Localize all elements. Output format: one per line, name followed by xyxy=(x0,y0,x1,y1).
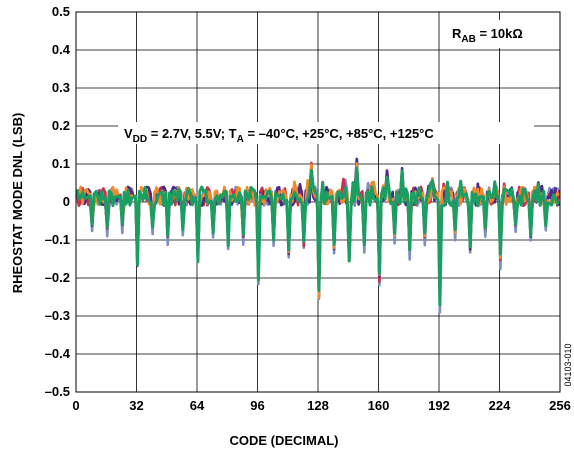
cond-v: V xyxy=(124,126,133,141)
y-tick-label: 0 xyxy=(63,194,70,209)
y-tick-label: –0.5 xyxy=(45,384,70,399)
rab-rest: = 10kΩ xyxy=(476,26,523,41)
x-tick-label: 160 xyxy=(368,398,390,413)
y-tick-label: 0.4 xyxy=(52,42,71,57)
rab-main: R xyxy=(452,26,462,41)
rab-sub: AB xyxy=(461,34,475,45)
dnl-series-line xyxy=(75,166,561,307)
y-axis-title: RHEOSTAT MODE DNL (LSB) xyxy=(10,113,25,294)
conditions-annotation-bg xyxy=(118,122,534,144)
y-tick-label: 0.3 xyxy=(52,80,70,95)
cond-t-sub: A xyxy=(237,134,244,145)
rab-annotation: RAB = 10kΩ xyxy=(452,26,523,45)
x-tick-label: 128 xyxy=(307,398,329,413)
y-tick-labels: –0.5 –0.4 –0.3 –0.2 –0.1 0 0.1 0.2 0.3 0.4 0.5 xyxy=(45,4,71,399)
x-tick-label: 64 xyxy=(190,398,205,413)
cond-rest: = –40°C, +25°C, +85°C, +125°C xyxy=(244,126,435,141)
conditions-annotation: VDD = 2.7V, 5.5V; TA = –40°C, +25°C, +85… xyxy=(124,126,434,145)
cond-mid: = 2.7V, 5.5V; T xyxy=(147,126,237,141)
x-tick-label: 192 xyxy=(428,398,450,413)
x-tick-label: 224 xyxy=(489,398,511,413)
x-tick-label: 0 xyxy=(72,398,79,413)
cond-v-sub: DD xyxy=(133,134,147,145)
figure-id: 04103-010 xyxy=(563,343,573,386)
y-tick-label: 0.1 xyxy=(52,156,70,171)
y-tick-label: –0.2 xyxy=(45,270,70,285)
y-tick-label: 0.2 xyxy=(52,118,70,133)
rab-annotation-bg xyxy=(444,20,548,48)
x-tick-label: 96 xyxy=(250,398,264,413)
x-tick-label: 256 xyxy=(549,398,571,413)
plot-frame xyxy=(75,11,561,393)
x-axis-title: CODE (DECIMAL) xyxy=(229,433,338,448)
y-tick-label: 0.5 xyxy=(52,4,70,19)
series-group xyxy=(75,157,561,314)
x-tick-labels: 0 32 64 96 128 160 192 224 256 xyxy=(72,398,570,413)
y-tick-label: –0.4 xyxy=(45,346,71,361)
y-tick-label: –0.1 xyxy=(45,232,70,247)
y-tick-label: –0.3 xyxy=(45,308,70,323)
x-tick-label: 32 xyxy=(129,398,143,413)
